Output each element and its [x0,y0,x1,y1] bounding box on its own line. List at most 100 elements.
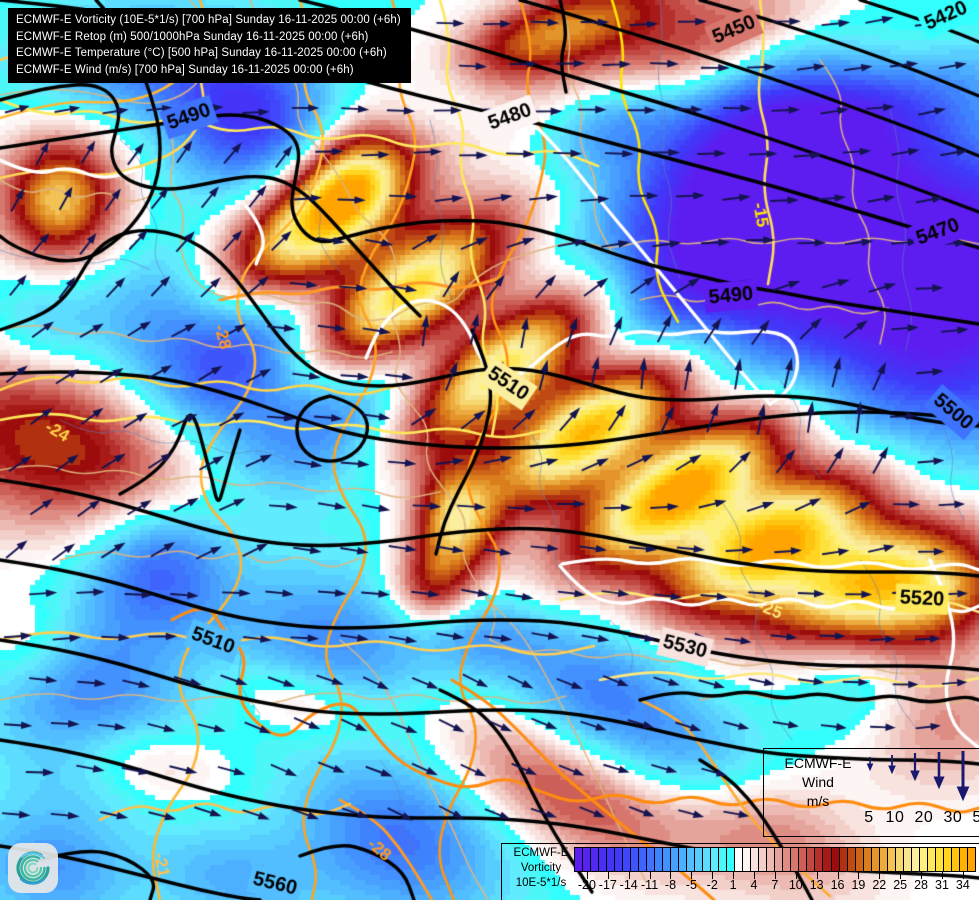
colorbar-tick-label: -8 [664,878,677,892]
colorbar-tick-label: 10 [788,878,803,892]
wind-legend-title: ECMWF-E Wind m/s [770,754,866,811]
colorbar-tick-mark [900,872,902,879]
colorbar-cell [583,848,592,871]
colorbar-title: ECMWF-E Vorticity 10E-5*1/s [506,846,576,891]
wind-speed-30: 30 [943,809,963,826]
colorbar-cell [599,848,608,871]
wind-legend-param: Wind [802,774,834,790]
vorticity-colorbar: ECMWF-E Vorticity 10E-5*1/s -20 -17 -14 -11… [501,843,979,900]
colorbar-tick-mark [962,872,964,879]
colorbar-cell [815,848,824,871]
colorbar-cell [775,848,784,871]
colorbar-cell [735,848,744,871]
colorbar-cell [887,848,896,871]
colorbar-cell [863,848,872,871]
wind-legend: ECMWF-E Wind m/s [763,748,979,837]
colorbar-cell [759,848,768,871]
colorbar-tick-label: -11 [641,878,659,892]
colorbar-cell [663,848,672,871]
colorbar-tick-mark [795,872,797,879]
wind-speed-10: 10 [885,809,905,826]
colorbar-cell [799,848,808,871]
colorbar-cell [647,848,656,871]
colorbar-tick-mark [858,872,860,879]
colorbar-tick-mark [712,872,714,879]
colorbar-tick-mark [691,872,693,879]
wind-legend-arrows [866,751,970,802]
colorbar-cell [727,848,736,871]
colorbar-tick-label: 28 [914,878,929,892]
info-line-vorticity: ECMWF-E Vorticity (10E-5*1/s) [700 hPa] … [16,14,401,26]
colorbar-cell [847,848,856,871]
colorbar-strip[interactable] [574,847,976,872]
colorbar-cell [911,848,920,871]
colorbar-cell [687,848,696,871]
colorbar-tick-mark [921,872,923,879]
wind-legend-unit: m/s [806,793,830,809]
colorbar-tick-label: -20 [577,878,596,892]
colorbar-tick-label: -14 [619,878,638,892]
colorbar-model: ECMWF-E [513,847,569,859]
colorbar-tick-label: 31 [935,878,949,892]
colorbar-cell [615,848,624,871]
colorbar-cell [831,848,840,871]
colorbar-cell [631,848,640,871]
colorbar-cell [943,848,952,871]
colorbar-cell [703,848,712,871]
colorbar-cell [751,848,760,871]
colorbar-tick-label: -5 [685,878,697,892]
product-info-box: ECMWF-E Vorticity (10E-5*1/s) [700 hPa] … [8,8,411,83]
colorbar-cell [951,848,960,871]
colorbar-tick-label: 16 [830,878,845,892]
app-logo[interactable] [8,843,58,893]
colorbar-cell [607,848,616,871]
colorbar-cell [679,848,688,871]
colorbar-cell [671,848,680,871]
colorbar-tick-mark [649,872,651,879]
colorbar-unit: 10E-5*1/s [515,877,567,889]
wind-legend-model: ECMWF-E [784,755,852,771]
colorbar-cell [823,848,832,871]
colorbar-cell [783,848,792,871]
colorbar-cell [903,848,912,871]
colorbar-tick-mark [670,872,672,879]
colorbar-cell [791,848,800,871]
colorbar-cell [919,848,928,871]
colorbar-tick-mark [733,872,735,879]
wind-legend-scale: 5 10 20 30 50 [860,809,979,827]
colorbar-tick-mark [879,872,881,879]
colorbar-tick-mark [774,872,776,879]
spiral-logo-icon [16,851,50,885]
colorbar-tick-label: 19 [851,878,866,892]
colorbar-cell [807,848,816,871]
colorbar-tick-label: 4 [750,878,758,892]
wind-speed-5: 5 [864,809,874,826]
colorbar-cell [639,848,648,871]
colorbar-tick-label: 7 [771,878,779,892]
colorbar-cell [879,848,888,871]
colorbar-tick-label: 22 [872,878,887,892]
colorbar-cell [935,848,944,871]
wind-speed-50: 50 [972,809,979,826]
colorbar-tick-label: 13 [809,878,824,892]
info-line-retop: ECMWF-E Retop (m) 500/1000hPa Sunday 16-… [16,30,369,43]
colorbar-tick-label: 34 [955,878,970,892]
colorbar-cell [927,848,936,871]
colorbar-cell [719,848,728,871]
colorbar-cell [591,848,600,871]
wind-speed-20: 20 [914,809,934,826]
colorbar-tick-label: -2 [706,878,718,892]
colorbar-tick-label: 1 [729,878,737,892]
colorbar-cell [767,848,776,871]
colorbar-cell [839,848,848,871]
colorbar-cell [895,848,904,871]
colorbar-tick-mark [586,872,588,879]
colorbar-tick-mark [837,872,839,879]
colorbar-tick-mark [816,872,818,879]
colorbar-tick-mark [607,872,609,879]
colorbar-tick-mark [941,872,943,879]
colorbar-cell [871,848,880,871]
colorbar-tick-label: 25 [893,878,908,892]
colorbar-cell [623,848,632,871]
